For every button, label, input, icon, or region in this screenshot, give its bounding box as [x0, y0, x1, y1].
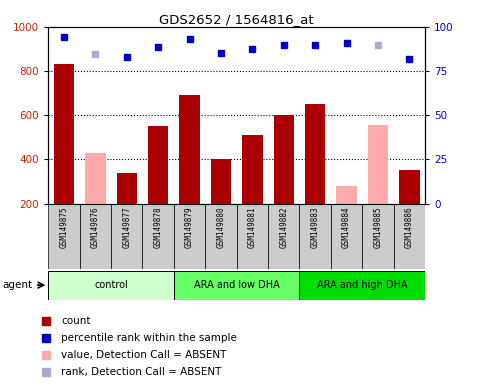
Text: ARA and low DHA: ARA and low DHA: [194, 280, 280, 290]
Bar: [336, 186, 357, 204]
Text: ARA and high DHA: ARA and high DHA: [317, 280, 408, 290]
Bar: [273, 115, 294, 204]
Text: GSM149880: GSM149880: [216, 207, 226, 248]
Bar: [305, 104, 326, 204]
Bar: [237, 204, 268, 269]
Bar: [394, 204, 425, 269]
Bar: [148, 126, 169, 204]
Text: GSM149883: GSM149883: [311, 207, 320, 248]
Bar: [54, 65, 74, 204]
Text: value, Detection Call = ABSENT: value, Detection Call = ABSENT: [61, 350, 227, 360]
Text: GSM149882: GSM149882: [279, 207, 288, 248]
Text: GSM149875: GSM149875: [59, 207, 69, 248]
Text: GSM149878: GSM149878: [154, 207, 163, 248]
Bar: [174, 271, 299, 300]
Bar: [368, 125, 388, 204]
Bar: [205, 204, 237, 269]
Title: GDS2652 / 1564816_at: GDS2652 / 1564816_at: [159, 13, 314, 26]
Text: rank, Detection Call = ABSENT: rank, Detection Call = ABSENT: [61, 367, 222, 377]
Bar: [85, 153, 106, 204]
Text: count: count: [61, 316, 91, 326]
Text: GSM149885: GSM149885: [373, 207, 383, 248]
Bar: [299, 271, 425, 300]
Bar: [268, 204, 299, 269]
Text: GSM149884: GSM149884: [342, 207, 351, 248]
Text: GSM149877: GSM149877: [122, 207, 131, 248]
Bar: [142, 204, 174, 269]
Text: percentile rank within the sample: percentile rank within the sample: [61, 333, 237, 343]
Bar: [399, 170, 420, 204]
Text: GSM149886: GSM149886: [405, 207, 414, 248]
Bar: [48, 271, 174, 300]
Text: GSM149879: GSM149879: [185, 207, 194, 248]
Bar: [116, 173, 137, 204]
Text: agent: agent: [2, 280, 32, 290]
Bar: [242, 135, 263, 204]
Bar: [211, 159, 231, 204]
Bar: [174, 204, 205, 269]
Bar: [362, 204, 394, 269]
Bar: [111, 204, 142, 269]
Text: GSM149881: GSM149881: [248, 207, 257, 248]
Bar: [179, 95, 200, 204]
Bar: [299, 204, 331, 269]
Bar: [80, 204, 111, 269]
Text: control: control: [94, 280, 128, 290]
Bar: [331, 204, 362, 269]
Bar: [48, 204, 80, 269]
Text: GSM149876: GSM149876: [91, 207, 100, 248]
